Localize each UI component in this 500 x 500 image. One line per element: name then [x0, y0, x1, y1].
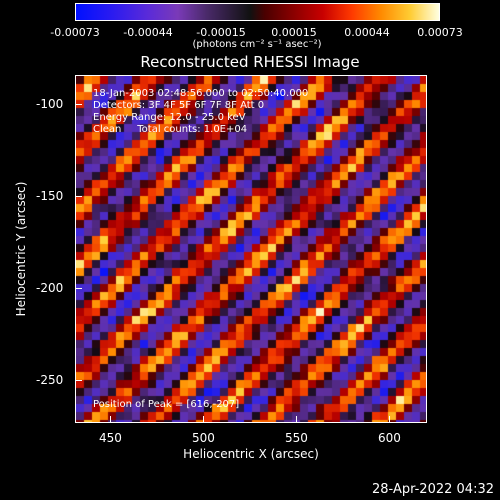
colorbar-tick: -0.00044 — [123, 26, 173, 39]
x-tick-label: 450 — [99, 431, 122, 445]
y-axis-label: Heliocentric Y (arcsec) — [14, 181, 28, 317]
overlay-time-range: 18-Jan-2003 02:48:56.000 to 02:50:40.000 — [93, 88, 309, 99]
x-tick-label: 600 — [378, 431, 401, 445]
colorbar-tick: 0.00044 — [344, 26, 390, 39]
colorbar-tick: 0.00073 — [417, 26, 463, 39]
overlay-clean-counts: Clean Total counts: 1.0E+04 — [93, 124, 248, 135]
y-tick-label: -200 — [36, 281, 64, 295]
overlay-detectors: Detectors: 3F 4F 5F 6F 7F 8F Att 0 — [93, 100, 265, 111]
y-tick-mark — [75, 380, 82, 381]
colorbar — [75, 3, 440, 21]
x-tick-label: 500 — [192, 431, 215, 445]
y-tick-mark — [75, 104, 82, 105]
y-tick-label: -100 — [36, 97, 64, 111]
overlay-peak-position: Position of Peak = [616,-207] — [93, 399, 240, 410]
plot-timestamp: 28-Apr-2022 04:32 — [372, 482, 494, 497]
image-frame: 18-Jan-2003 02:48:56.000 to 02:50:40.000… — [75, 75, 427, 423]
colorbar-tick: -0.00015 — [196, 26, 246, 39]
colorbar-unit-label: (photons cm⁻² s⁻¹ asec⁻²) — [192, 39, 322, 50]
colorbar-tick: 0.00015 — [271, 26, 317, 39]
overlay-energy-range: Energy Range: 12.0 - 25.0 keV — [93, 112, 246, 123]
reconstructed-image — [76, 76, 426, 422]
x-tick-mark — [110, 416, 111, 423]
y-tick-label: -150 — [36, 189, 64, 203]
x-tick-mark — [296, 416, 297, 423]
x-tick-mark — [203, 416, 204, 423]
x-axis-label: Heliocentric X (arcsec) — [183, 447, 319, 461]
y-tick-label: -250 — [36, 373, 64, 387]
image-title: Reconstructed RHESSI Image — [140, 53, 360, 71]
y-tick-mark — [75, 288, 82, 289]
x-tick-mark — [389, 416, 390, 423]
y-tick-mark — [75, 196, 82, 197]
x-tick-label: 550 — [285, 431, 308, 445]
colorbar-tick: -0.00073 — [50, 26, 100, 39]
